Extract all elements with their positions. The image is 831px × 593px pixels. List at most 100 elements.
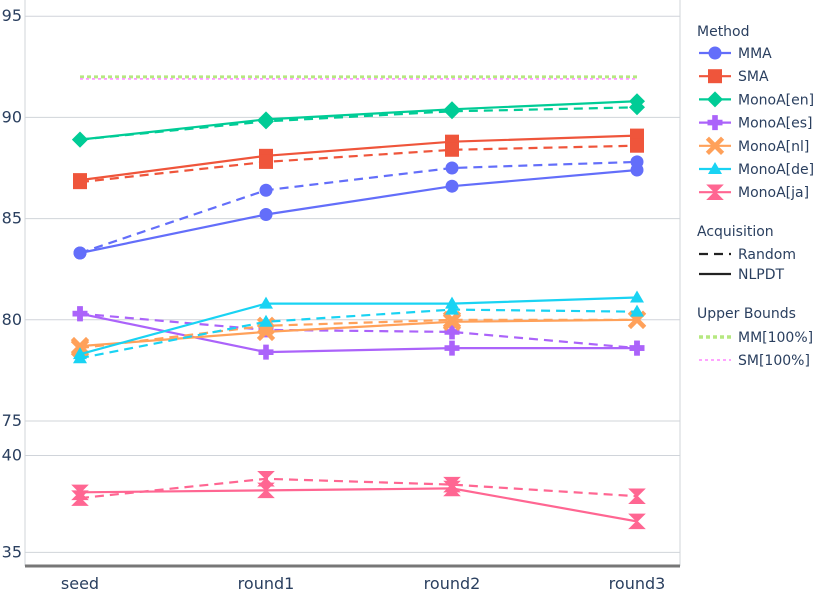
data-point — [445, 179, 459, 193]
series-line — [79, 168, 638, 255]
legend-item — [699, 91, 731, 108]
series-mma-random — [73, 155, 644, 260]
legend-item — [699, 162, 731, 174]
series-line — [79, 106, 638, 141]
data-point — [258, 113, 274, 130]
legend-marker — [707, 91, 723, 108]
series-line — [79, 318, 637, 350]
legend-title-method: Method — [697, 24, 750, 40]
y-tick-label: 80 — [2, 310, 22, 329]
legend-marker — [705, 136, 725, 155]
data-point — [442, 310, 462, 329]
series-line — [79, 160, 638, 255]
legend-label: SMA — [738, 69, 769, 85]
legend-item — [699, 136, 731, 155]
data-point — [72, 306, 88, 322]
x-tick-label: seed — [61, 574, 99, 593]
data-point — [71, 490, 89, 506]
legend-item — [699, 115, 731, 131]
data-point — [445, 296, 459, 309]
series-monoa-ja-nlpdt — [71, 480, 646, 530]
series-line — [79, 312, 637, 354]
series-monoa-ja-random — [71, 471, 646, 506]
data-point — [257, 471, 275, 487]
data-point — [259, 208, 273, 222]
series-monoa-nl-random — [70, 310, 647, 358]
legend-label: MMA — [738, 46, 772, 62]
legend-label: MonoA[nl] — [738, 139, 809, 155]
data-point — [630, 138, 644, 153]
legend-item — [699, 69, 731, 84]
series-sma-random — [73, 138, 644, 190]
legend-marker — [708, 69, 722, 84]
data-point — [73, 175, 87, 190]
data-point — [444, 103, 460, 120]
series-monoa-de-random — [73, 302, 644, 364]
data-point — [629, 340, 645, 356]
legend-label: MM[100%] — [738, 330, 813, 346]
legend-label: MonoA[es] — [738, 116, 813, 132]
series-monoa-en-nlpdt — [72, 93, 645, 148]
series-line — [79, 308, 638, 360]
data-point — [259, 314, 273, 327]
data-point — [73, 351, 87, 364]
series-mma-nlpdt — [73, 163, 644, 260]
legend: Method MMA SMA MonoA[en] MonoA[es] MonoA[nl] M… — [697, 24, 814, 369]
legend-label: MonoA[en] — [738, 92, 814, 108]
data-point — [443, 476, 461, 493]
y-tick-label: 95 — [2, 6, 22, 25]
data-point — [259, 154, 273, 169]
data-point — [259, 296, 273, 309]
series-line — [79, 318, 638, 348]
data-point — [628, 488, 646, 504]
data-point — [444, 324, 460, 340]
y-tick-label: 35 — [2, 542, 22, 561]
data-point — [445, 302, 459, 315]
legend-marker — [708, 46, 722, 60]
legend-item — [699, 184, 731, 200]
data-point — [258, 344, 274, 360]
x-tick-label: round3 — [609, 574, 666, 593]
y-tick-label: 75 — [2, 411, 22, 430]
series-line — [79, 100, 638, 141]
series-line — [79, 296, 638, 356]
grid-lines — [25, 15, 680, 553]
data-point — [630, 304, 644, 317]
data-point — [444, 340, 460, 356]
series-line — [79, 487, 638, 523]
legend-title-upper-bounds: Upper Bounds — [697, 306, 796, 322]
legend-marker — [706, 184, 724, 200]
legend-title-acquisition: Acquisition — [697, 224, 774, 240]
data-point — [72, 131, 88, 148]
data-point — [73, 246, 87, 260]
x-tick-label: round2 — [424, 574, 481, 593]
legend-marker — [707, 115, 723, 131]
legend-item — [699, 46, 731, 60]
legend-label: MonoA[ja] — [738, 185, 809, 201]
data-point — [445, 161, 459, 175]
series-line — [79, 134, 638, 182]
series-layer — [70, 75, 647, 530]
y-tick-label: 85 — [2, 209, 22, 228]
data-point — [630, 290, 644, 303]
data-point — [630, 155, 644, 169]
data-point — [629, 99, 645, 116]
legend-label: MonoA[de] — [738, 162, 814, 178]
series-line — [79, 312, 638, 350]
series-line — [79, 144, 638, 184]
series-line — [79, 477, 638, 500]
series-monoa-de-nlpdt — [73, 290, 644, 360]
legend-label: NLPDT — [738, 267, 784, 283]
data-point — [445, 142, 459, 157]
legend-label: Random — [738, 247, 796, 263]
y-tick-label: 40 — [2, 446, 22, 465]
x-tick-label: round1 — [238, 574, 295, 593]
y-tick-label: 90 — [2, 107, 22, 126]
legend-marker — [708, 162, 722, 174]
legend-label: SM[100%] — [738, 353, 810, 369]
data-point — [259, 183, 273, 197]
data-point — [628, 513, 646, 530]
axes: 75 80 85 90 95 35 40 seed round1 round2 round3 — [2, 0, 681, 593]
series-monoa-en-random — [72, 99, 645, 148]
